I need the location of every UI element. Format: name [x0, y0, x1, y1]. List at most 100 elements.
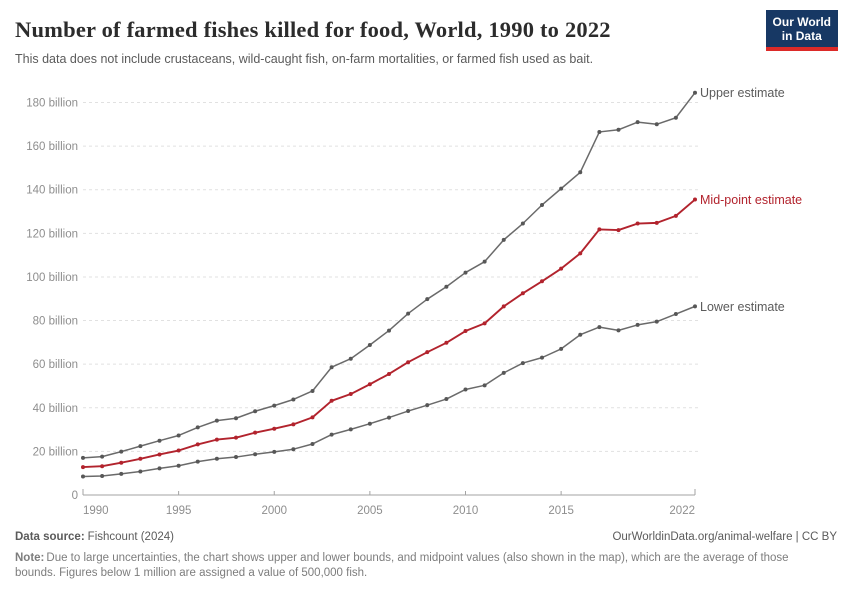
data-point-mid-point-estimate[interactable]	[291, 422, 296, 427]
series-label-upper-estimate[interactable]: Upper estimate	[700, 86, 785, 100]
data-point-upper-estimate[interactable]	[520, 221, 525, 226]
data-point-mid-point-estimate[interactable]	[195, 442, 200, 447]
data-point-mid-point-estimate[interactable]	[272, 426, 277, 431]
data-point-lower-estimate[interactable]	[616, 328, 621, 333]
data-point-mid-point-estimate[interactable]	[214, 437, 219, 442]
data-point-upper-estimate[interactable]	[406, 311, 411, 316]
data-point-mid-point-estimate[interactable]	[367, 382, 372, 387]
data-point-upper-estimate[interactable]	[81, 455, 85, 460]
data-point-lower-estimate[interactable]	[693, 304, 697, 309]
data-point-lower-estimate[interactable]	[119, 471, 124, 476]
data-point-mid-point-estimate[interactable]	[234, 435, 238, 440]
data-point-lower-estimate[interactable]	[195, 459, 200, 464]
data-point-upper-estimate[interactable]	[157, 438, 162, 443]
data-point-lower-estimate[interactable]	[310, 441, 315, 446]
data-point-lower-estimate[interactable]	[501, 370, 506, 375]
data-point-lower-estimate[interactable]	[482, 383, 487, 388]
data-point-upper-estimate[interactable]	[100, 454, 105, 459]
data-point-mid-point-estimate[interactable]	[138, 456, 143, 461]
data-point-lower-estimate[interactable]	[463, 387, 468, 392]
data-point-mid-point-estimate[interactable]	[501, 304, 506, 309]
data-point-upper-estimate[interactable]	[310, 388, 315, 393]
data-point-lower-estimate[interactable]	[559, 346, 564, 351]
data-point-mid-point-estimate[interactable]	[100, 464, 105, 469]
data-point-upper-estimate[interactable]	[501, 237, 506, 242]
data-point-upper-estimate[interactable]	[234, 416, 238, 421]
data-point-upper-estimate[interactable]	[195, 425, 200, 430]
data-point-lower-estimate[interactable]	[540, 355, 544, 360]
data-point-upper-estimate[interactable]	[387, 328, 391, 333]
series-label-lower-estimate[interactable]: Lower estimate	[700, 300, 785, 314]
data-point-mid-point-estimate[interactable]	[444, 340, 449, 345]
data-point-mid-point-estimate[interactable]	[578, 251, 583, 256]
data-point-mid-point-estimate[interactable]	[406, 360, 411, 365]
data-point-upper-estimate[interactable]	[654, 122, 659, 127]
data-point-upper-estimate[interactable]	[291, 397, 296, 402]
data-point-upper-estimate[interactable]	[482, 259, 487, 264]
data-point-mid-point-estimate[interactable]	[654, 220, 659, 225]
data-point-mid-point-estimate[interactable]	[520, 291, 525, 296]
data-point-upper-estimate[interactable]	[348, 356, 353, 361]
data-point-mid-point-estimate[interactable]	[693, 197, 697, 202]
data-point-lower-estimate[interactable]	[253, 452, 258, 457]
data-point-lower-estimate[interactable]	[367, 421, 372, 426]
series-line-mid-point-estimate[interactable]	[82, 198, 696, 469]
data-point-mid-point-estimate[interactable]	[616, 228, 621, 233]
data-point-upper-estimate[interactable]	[559, 186, 564, 191]
data-point-mid-point-estimate[interactable]	[176, 448, 181, 453]
data-point-lower-estimate[interactable]	[157, 466, 162, 471]
data-point-mid-point-estimate[interactable]	[253, 430, 258, 435]
data-point-mid-point-estimate[interactable]	[387, 371, 391, 376]
data-point-mid-point-estimate[interactable]	[673, 213, 678, 218]
data-point-lower-estimate[interactable]	[444, 397, 449, 402]
data-point-lower-estimate[interactable]	[635, 322, 640, 327]
data-point-upper-estimate[interactable]	[540, 202, 544, 207]
data-point-upper-estimate[interactable]	[444, 284, 449, 289]
data-point-lower-estimate[interactable]	[425, 403, 430, 408]
series-line-upper-estimate[interactable]	[82, 92, 696, 459]
data-point-mid-point-estimate[interactable]	[329, 398, 334, 403]
data-point-mid-point-estimate[interactable]	[597, 227, 602, 232]
data-point-lower-estimate[interactable]	[291, 447, 296, 452]
data-point-upper-estimate[interactable]	[253, 409, 258, 414]
attribution-link[interactable]: OurWorldinData.org/animal-welfare | CC B…	[612, 531, 837, 543]
data-point-upper-estimate[interactable]	[272, 403, 277, 408]
data-point-mid-point-estimate[interactable]	[310, 415, 315, 420]
data-point-upper-estimate[interactable]	[119, 449, 124, 454]
data-point-mid-point-estimate[interactable]	[425, 350, 430, 355]
data-point-lower-estimate[interactable]	[176, 463, 181, 468]
data-point-lower-estimate[interactable]	[138, 469, 143, 474]
data-point-lower-estimate[interactable]	[520, 361, 525, 366]
data-point-lower-estimate[interactable]	[387, 415, 391, 420]
data-point-upper-estimate[interactable]	[463, 270, 468, 275]
data-point-upper-estimate[interactable]	[425, 297, 430, 302]
owid-logo[interactable]: Our World in Data	[765, 10, 838, 51]
data-point-upper-estimate[interactable]	[635, 120, 640, 125]
data-point-upper-estimate[interactable]	[673, 115, 678, 120]
data-point-upper-estimate[interactable]	[214, 418, 219, 423]
data-point-upper-estimate[interactable]	[176, 433, 181, 438]
data-point-mid-point-estimate[interactable]	[540, 279, 544, 284]
data-point-lower-estimate[interactable]	[272, 449, 277, 454]
data-point-lower-estimate[interactable]	[348, 427, 353, 432]
data-point-mid-point-estimate[interactable]	[559, 266, 564, 271]
data-point-lower-estimate[interactable]	[329, 432, 334, 437]
data-point-lower-estimate[interactable]	[81, 474, 85, 479]
series-label-mid-point-estimate[interactable]: Mid-point estimate	[700, 193, 802, 207]
data-point-upper-estimate[interactable]	[578, 170, 583, 175]
data-point-upper-estimate[interactable]	[367, 342, 372, 347]
data-point-mid-point-estimate[interactable]	[119, 460, 124, 465]
data-point-lower-estimate[interactable]	[234, 455, 238, 460]
data-point-mid-point-estimate[interactable]	[81, 465, 85, 470]
data-point-upper-estimate[interactable]	[693, 90, 697, 95]
data-point-mid-point-estimate[interactable]	[157, 452, 162, 457]
data-point-lower-estimate[interactable]	[673, 312, 678, 317]
data-point-lower-estimate[interactable]	[214, 456, 219, 461]
data-point-mid-point-estimate[interactable]	[482, 321, 487, 326]
data-point-upper-estimate[interactable]	[597, 129, 602, 134]
data-point-lower-estimate[interactable]	[578, 332, 583, 337]
data-point-upper-estimate[interactable]	[329, 365, 334, 370]
data-point-mid-point-estimate[interactable]	[348, 392, 353, 397]
data-point-lower-estimate[interactable]	[406, 409, 411, 414]
data-point-mid-point-estimate[interactable]	[635, 221, 640, 226]
